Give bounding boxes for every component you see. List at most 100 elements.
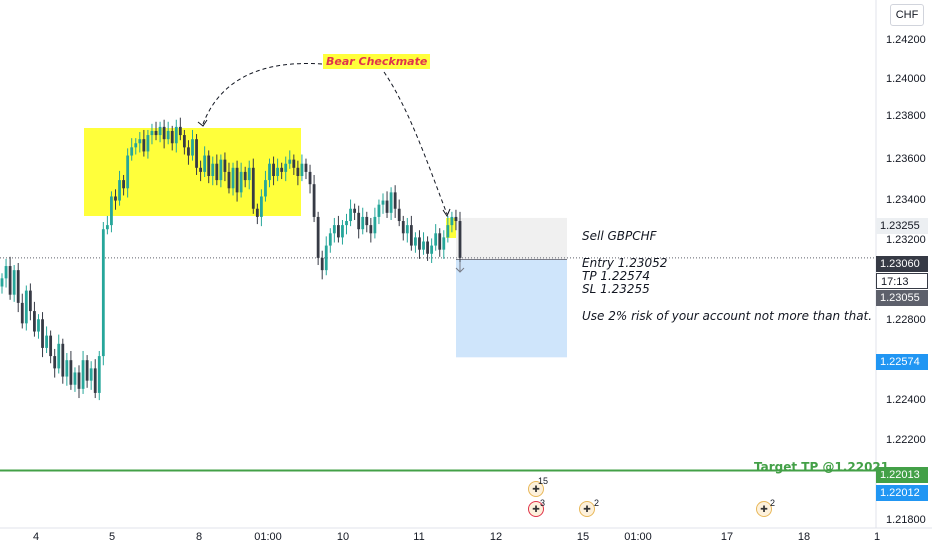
candle-body	[178, 126, 182, 136]
candle-body	[454, 216, 458, 222]
candle-body	[81, 360, 85, 389]
candle-body	[373, 216, 377, 234]
candle-body	[243, 171, 247, 181]
event-count: 3	[540, 498, 546, 508]
candle-body	[337, 225, 340, 238]
candle-body	[211, 163, 215, 176]
candle-body	[158, 126, 162, 136]
candle-body	[369, 225, 373, 234]
candle-body	[166, 130, 170, 140]
candle-body	[422, 241, 425, 250]
candle-body	[308, 171, 312, 185]
candle-body	[150, 130, 154, 136]
candle-body	[227, 171, 231, 189]
candle-body	[85, 360, 89, 381]
event-count: 2	[594, 498, 600, 508]
candle-body	[93, 368, 97, 393]
bar-countdown-tag: 17:13	[876, 273, 928, 289]
candle-body	[207, 155, 211, 176]
candle-body	[324, 245, 328, 271]
candle-body	[130, 147, 134, 156]
uk-flag-event-icon[interactable]: ✚	[528, 481, 544, 497]
candle-body	[69, 360, 73, 385]
candle-body	[191, 139, 194, 156]
candle-body	[300, 163, 304, 176]
candle-body	[195, 139, 198, 168]
candle-body	[126, 155, 130, 189]
trade-sl: SL 1.23255	[582, 282, 650, 296]
candle-body	[365, 216, 369, 226]
candle-body	[251, 167, 255, 209]
candle-body	[162, 126, 166, 140]
event-count: 15	[538, 476, 549, 486]
cursor-marker	[455, 262, 465, 273]
candle-body	[397, 208, 401, 222]
currency-selector-button[interactable]: CHF	[890, 4, 924, 26]
time-axis-label: 18	[797, 531, 811, 543]
candle-body	[434, 233, 438, 246]
candle-body	[316, 216, 320, 258]
price-axis-label: 1.23600	[886, 153, 926, 165]
candle-body	[89, 368, 93, 381]
candle-body	[259, 196, 263, 217]
candle-body	[187, 147, 190, 156]
candle-body	[73, 372, 77, 385]
uk-flag-event-icon[interactable]: ✚	[579, 501, 595, 517]
candle-body	[389, 192, 393, 213]
candle-body	[450, 216, 454, 226]
candle-body	[296, 167, 300, 176]
candle-body	[446, 225, 450, 238]
candle-body	[122, 180, 125, 189]
candle-body	[409, 225, 413, 246]
candle-body	[174, 126, 178, 144]
candle-body	[247, 167, 251, 181]
candle-body	[37, 319, 40, 332]
candle-body	[332, 225, 336, 234]
candle-body	[385, 200, 389, 213]
candle-body	[405, 225, 409, 234]
candle-body	[41, 319, 44, 348]
tp-price-tag: 1.22574	[876, 354, 928, 370]
candle-body	[438, 233, 442, 250]
candle-body	[288, 159, 292, 164]
candle-body	[255, 208, 259, 217]
arrow-head-left	[197, 119, 208, 127]
candle-body	[264, 180, 267, 197]
candle-body	[292, 159, 296, 168]
candle-body	[284, 163, 288, 172]
sl-price-tag: 1.23255	[876, 218, 928, 234]
candle-body	[215, 163, 219, 181]
uk-flag-event-icon[interactable]: ✚	[756, 501, 772, 517]
arrow-head-right	[442, 208, 451, 218]
candle-body	[361, 216, 365, 230]
price-axis-label: 1.22400	[886, 394, 926, 406]
callout-arrow-left	[202, 63, 323, 125]
candle-body	[231, 167, 235, 189]
candle-body	[272, 163, 275, 176]
time-axis-label: 12	[489, 531, 503, 543]
time-axis-label: 5	[108, 531, 116, 543]
price-axis-label: 1.22200	[886, 434, 926, 446]
candle-body	[328, 233, 332, 246]
candle-body	[349, 208, 352, 222]
candle-body	[280, 167, 284, 172]
target-price-tag: 1.22013	[876, 467, 928, 483]
time-axis-label: 01:00	[254, 531, 282, 543]
time-axis-label: 1	[873, 531, 881, 543]
time-axis-label: 11	[413, 531, 425, 543]
candle-body	[418, 237, 421, 250]
candle-body	[458, 221, 462, 258]
callout-arrow-right	[383, 71, 448, 215]
candle-body	[53, 356, 57, 369]
candle-body	[4, 266, 8, 279]
candle-body	[12, 270, 16, 295]
time-axis-label: 10	[336, 531, 350, 543]
price-axis-label: 1.24200	[886, 34, 926, 46]
candle-body	[426, 241, 429, 254]
candle-body	[134, 143, 138, 148]
candle-body	[381, 200, 385, 205]
uk-flag-event-icon[interactable]: ✚	[528, 501, 544, 517]
time-axis-label: 4	[32, 531, 40, 543]
candle-body	[170, 130, 174, 144]
